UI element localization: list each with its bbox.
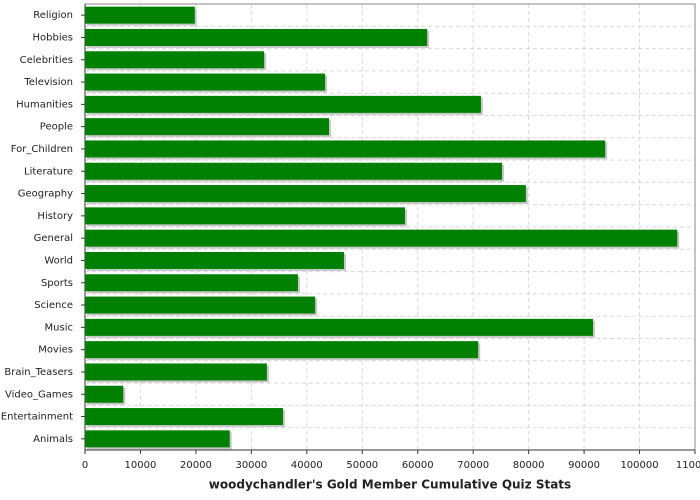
bar — [85, 408, 283, 426]
x-tick-label: 0 — [82, 460, 88, 471]
y-tick-label: Brain_Teasers — [4, 367, 73, 378]
y-tick-label: General — [34, 233, 73, 244]
x-tick-label: 110000 — [676, 460, 700, 471]
bar — [85, 229, 678, 247]
y-tick-label: Video_Games — [5, 389, 73, 400]
x-tick-label: 20000 — [180, 460, 212, 471]
bar — [85, 296, 316, 314]
x-tick-label: 70000 — [457, 460, 489, 471]
y-tick-label: People — [40, 122, 73, 133]
bar — [85, 274, 298, 292]
bar — [85, 430, 230, 448]
y-tick-label: Sports — [41, 278, 73, 289]
bar — [85, 207, 405, 225]
y-tick-label: History — [37, 211, 73, 222]
bar — [85, 341, 479, 359]
bar — [85, 385, 124, 403]
x-tick-label: 100000 — [620, 460, 658, 471]
y-tick-label: Literature — [24, 166, 73, 177]
x-tick-label: 90000 — [568, 460, 600, 471]
bar — [85, 95, 481, 113]
x-axis-label: woodychandler's Gold Member Cumulative Q… — [209, 478, 571, 492]
y-tick-label: Science — [34, 300, 73, 311]
bar — [85, 73, 326, 91]
bar — [85, 363, 267, 381]
y-tick-label: Religion — [33, 10, 73, 21]
y-tick-label: Music — [45, 322, 73, 333]
bar — [85, 6, 195, 24]
y-tick-label: World — [44, 255, 73, 266]
x-tick-label: 40000 — [291, 460, 323, 471]
bar — [85, 251, 344, 269]
bar — [85, 28, 428, 46]
y-tick-label: Celebrities — [20, 55, 73, 66]
bar — [85, 51, 265, 69]
y-tick-label: Humanities — [16, 99, 73, 110]
x-tick-label: 60000 — [402, 460, 434, 471]
x-tick-label: 50000 — [346, 460, 378, 471]
x-tick-label: 80000 — [513, 460, 545, 471]
bar — [85, 118, 329, 136]
x-tick-label: 30000 — [235, 460, 267, 471]
y-tick-label: Movies — [38, 345, 73, 356]
bar — [85, 185, 526, 203]
y-tick-label: Geography — [18, 189, 73, 200]
bar — [85, 318, 593, 336]
bar — [85, 140, 606, 158]
y-tick-label: Entertainment — [1, 412, 73, 423]
x-tick-label: 10000 — [125, 460, 157, 471]
y-tick-label: For_Children — [11, 144, 73, 155]
y-tick-label: Hobbies — [33, 32, 73, 43]
bar — [85, 162, 503, 180]
y-tick-label: Animals — [33, 434, 73, 445]
y-tick-label: Television — [23, 77, 73, 88]
